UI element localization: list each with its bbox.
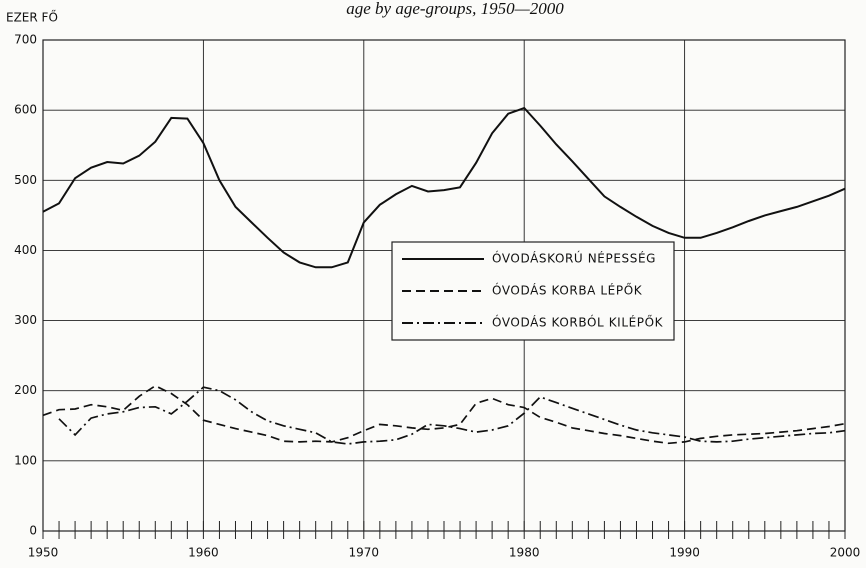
series-line bbox=[58, 386, 846, 445]
y-tick-label: 700 bbox=[14, 33, 37, 47]
chart-title: age by age-groups, 1950—2000 bbox=[346, 0, 564, 18]
series-line bbox=[42, 384, 846, 445]
y-tick-label: 600 bbox=[14, 103, 37, 117]
y-tick-label: 0 bbox=[29, 524, 37, 538]
legend-label: ÓVODÁS KORBA LÉPŐK bbox=[492, 283, 643, 298]
y-tick-label: 400 bbox=[14, 243, 37, 257]
legend: ÓVODÁSKORÚ NÉPESSÉG ÓVODÁS KORBA LÉPŐK ÓVO… bbox=[391, 241, 675, 341]
x-tick-label: 1950 bbox=[28, 546, 59, 560]
legend-label: ÓVODÁSKORÚ NÉPESSÉG bbox=[492, 251, 656, 266]
x-tick-label: 2000 bbox=[830, 546, 861, 560]
x-tick-label: 1970 bbox=[349, 546, 380, 560]
x-tick-label: 1960 bbox=[188, 546, 219, 560]
y-tick-label: 500 bbox=[14, 173, 37, 187]
y-tick-label: 300 bbox=[14, 313, 37, 327]
y-tick-label: 100 bbox=[14, 453, 37, 467]
y-tick-label: 200 bbox=[14, 383, 37, 397]
series-line bbox=[42, 106, 846, 269]
legend-label: ÓVODÁS KORBÓL KILÉPŐK bbox=[492, 315, 664, 330]
x-tick-label: 1990 bbox=[669, 546, 700, 560]
y-axis-label: EZER FŐ bbox=[6, 10, 58, 25]
x-tick-label: 1980 bbox=[509, 546, 540, 560]
